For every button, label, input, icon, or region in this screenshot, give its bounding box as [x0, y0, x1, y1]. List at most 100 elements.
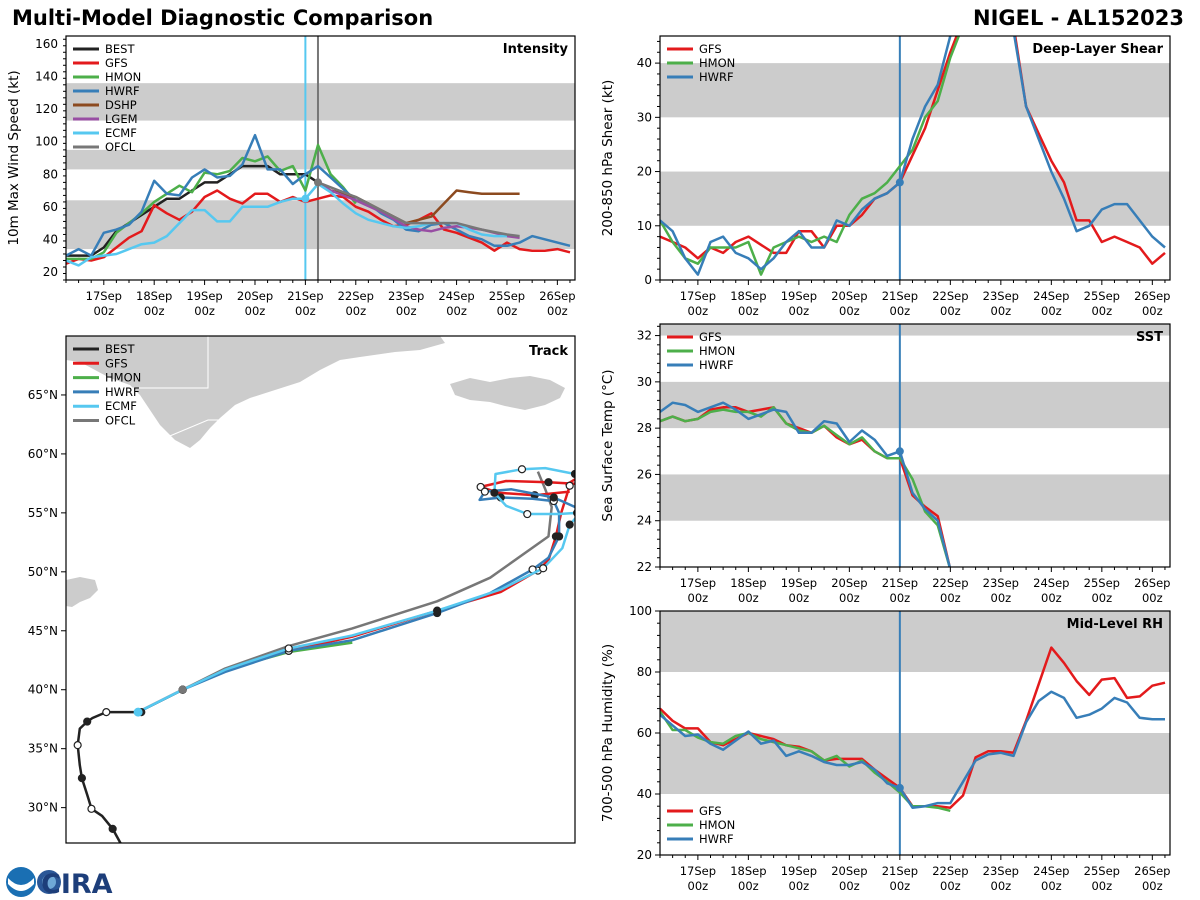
sst-band-1: [660, 381, 1170, 429]
sst-xtick-label-hour: 00z: [991, 591, 1012, 605]
intensity-band-1: [66, 149, 575, 170]
shear-series-hmon: [660, 36, 961, 276]
sst-init-marker: [895, 447, 904, 456]
intensity-ytick-label: 120: [35, 102, 58, 116]
sst-ytick-label: 26: [637, 467, 652, 481]
panel-rh: 2040608010017Sep00z18Sep00z19Sep00z20Sep…: [600, 604, 1171, 893]
track-hwrf-point: [554, 532, 564, 541]
shear-xtick-label-hour: 00z: [789, 304, 810, 318]
sst-xtick-label-hour: 00z: [940, 591, 961, 605]
shear-init-marker: [895, 178, 904, 187]
track-hmon: [137, 641, 353, 714]
lat-tick-label: 65°N: [28, 388, 58, 402]
intensity-xtick-label: 23Sep: [388, 289, 424, 303]
rh-xtick-label: 24Sep: [1033, 864, 1069, 878]
sst-xtick-label-hour: 00z: [890, 591, 911, 605]
rh-xtick-label: 19Sep: [781, 864, 817, 878]
shear-series-gfs: [660, 36, 1166, 265]
rh-ylabel: 700-500 hPa Humidity (%): [600, 644, 616, 822]
rh-ytick-label: 20: [637, 848, 652, 862]
shear-xtick-label-hour: 00z: [890, 304, 911, 318]
track-best-point: [87, 804, 96, 813]
shear-xtick-label: 22Sep: [932, 289, 968, 303]
track-hwrf-point: [549, 493, 558, 502]
track-best: [76, 710, 142, 843]
sst-xtick-label: 21Sep: [882, 576, 918, 590]
track-best-point: [83, 717, 92, 726]
sst-series-hwrf: [660, 401, 951, 567]
sst-xtick-label-hour: 00z: [688, 591, 709, 605]
track-ecmf-point: [284, 644, 293, 653]
rh-xtick-label: 26Sep: [1134, 864, 1170, 878]
iceland-landmass: [450, 376, 565, 410]
rh-xtick-label: 20Sep: [831, 864, 867, 878]
intensity-xtick-label: 18Sep: [136, 289, 172, 303]
shear-ytick-label: 40: [637, 56, 652, 70]
panel-shear: 01020304017Sep00z18Sep00z19Sep00z20Sep00…: [600, 35, 1171, 318]
intensity-ytick-label: 60: [43, 200, 58, 214]
intensity-ytick-label: 80: [43, 167, 58, 181]
border-line: [66, 336, 209, 389]
rh-xtick-label: 21Sep: [882, 864, 918, 878]
track-ecmf-point: [593, 500, 600, 507]
rh-xtick-label-hour: 00z: [1091, 879, 1112, 893]
intensity-xtick-label-hour: 00z: [194, 304, 215, 318]
shear-ytick-label: 30: [637, 110, 652, 124]
sst-xtick-label-hour: 00z: [839, 591, 860, 605]
sst-ytick-label: 28: [637, 421, 652, 435]
shear-plot-area: [660, 36, 1170, 280]
noaa-logo-icon: [6, 867, 36, 897]
lat-tick-label: 45°N: [28, 624, 58, 638]
legend-label-gfs: GFS: [699, 42, 722, 56]
sst-band-2: [660, 324, 1170, 336]
intensity-ytick-label: 100: [35, 135, 58, 149]
sst-xtick-label: 20Sep: [831, 576, 867, 590]
legend-label-ofcl: OFCL: [105, 414, 136, 428]
intensity-ecmf-marker: [301, 194, 310, 203]
track-map-area: [66, 336, 600, 843]
lat-tick-label: 50°N: [28, 565, 58, 579]
rh-xtick-label-hour: 00z: [940, 879, 961, 893]
shear-series-hwrf: [660, 36, 1166, 276]
sst-frame: [659, 323, 1171, 568]
legend-label-gfs: GFS: [105, 356, 128, 370]
track-frame: [65, 335, 576, 844]
cira-logo: CIRA: [5, 866, 115, 898]
sst-ytick-label: 22: [637, 560, 652, 574]
rh-ytick-label: 80: [637, 665, 652, 679]
intensity-xtick-label: 25Sep: [489, 289, 525, 303]
legend-label-gfs: GFS: [699, 804, 722, 818]
track-ecmf-point: [570, 469, 575, 479]
track-title: Track: [529, 344, 568, 359]
intensity-ylabel: 10m Max Wind Speed (kt): [6, 70, 22, 245]
lat-tick-label: 60°N: [28, 447, 58, 461]
track-ecmf-point: [433, 606, 442, 615]
rh-xtick-label: 22Sep: [932, 864, 968, 878]
intensity-xtick-label-hour: 00z: [93, 304, 114, 318]
intensity-xtick-label-hour: 00z: [345, 304, 366, 318]
legend-label-hmon: HMON: [105, 70, 141, 84]
legend-label-hwrf: HWRF: [699, 358, 734, 372]
sst-xtick-label-hour: 00z: [1142, 591, 1163, 605]
sst-ylabel: Sea Surface Temp (°C): [600, 369, 616, 521]
legend-label-hwrf: HWRF: [105, 84, 140, 98]
intensity-xtick-label: 19Sep: [186, 289, 222, 303]
intensity-band-2: [66, 83, 575, 121]
legend-label-lgem: LGEM: [105, 112, 138, 126]
intensity-xtick-label-hour: 00z: [396, 304, 417, 318]
intensity-xtick-label-hour: 00z: [497, 304, 518, 318]
newfoundland-landmass: [66, 577, 98, 607]
rh-xtick-label: 18Sep: [730, 864, 766, 878]
shear-xtick-label: 20Sep: [831, 289, 867, 303]
shear-band-0: [660, 171, 1170, 226]
shear-xtick-label: 23Sep: [983, 289, 1019, 303]
rh-xtick-label-hour: 00z: [1142, 879, 1163, 893]
intensity-xtick-label-hour: 00z: [144, 304, 165, 318]
rh-ytick-label: 100: [629, 604, 652, 618]
shear-xtick-label: 24Sep: [1033, 289, 1069, 303]
shear-xtick-label-hour: 00z: [940, 304, 961, 318]
rh-ytick-label: 60: [637, 726, 652, 740]
sst-xtick-label-hour: 00z: [789, 591, 810, 605]
